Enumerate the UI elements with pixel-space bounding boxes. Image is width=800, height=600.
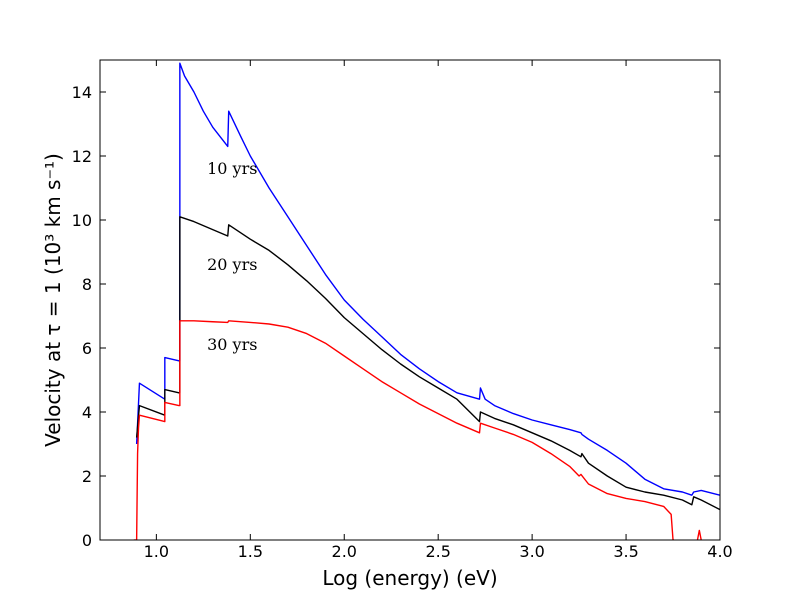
y-tick-label: 8 <box>82 275 92 294</box>
series-line-20-yrs <box>135 216 720 511</box>
x-tick-label: 3.0 <box>519 542 544 561</box>
x-tick-label: 4.0 <box>707 542 732 561</box>
x-tick-label: 1.0 <box>144 542 169 561</box>
ticks: 1.0 1.5 2.0 2.5 3.0 3.5 4.0 0 2 4 6 8 10 12 14 <box>72 60 733 561</box>
annotation-10-yrs: 10 yrs <box>207 159 257 178</box>
y-tick-label: 12 <box>72 147 92 166</box>
y-tick-label: 6 <box>82 339 92 358</box>
x-axis-label: Log (energy) (eV) <box>322 566 497 590</box>
y-tick-label: 4 <box>82 403 92 422</box>
x-tick-label: 3.5 <box>613 542 638 561</box>
y-tick-label: 14 <box>72 83 92 102</box>
x-tick-label: 1.5 <box>238 542 263 561</box>
y-tick-label: 10 <box>72 211 92 230</box>
x-tick-label: 2.5 <box>425 542 450 561</box>
annotations: 10 yrs 20 yrs 30 yrs <box>207 159 257 354</box>
series-line-10-yrs <box>135 62 720 496</box>
series-line-30-yrs-spike <box>696 529 702 540</box>
plot-lines <box>133 62 720 540</box>
x-tick-label: 2.0 <box>332 542 357 561</box>
annotation-20-yrs: 20 yrs <box>207 255 257 274</box>
y-tick-label: 0 <box>82 531 92 550</box>
annotation-30-yrs: 30 yrs <box>207 335 257 354</box>
y-tick-label: 2 <box>82 467 92 486</box>
series-line-30-yrs <box>135 320 674 540</box>
plot-frame <box>99 59 721 541</box>
y-axis-label: Velocity at τ = 1 (10³ km s⁻¹) <box>41 153 65 447</box>
